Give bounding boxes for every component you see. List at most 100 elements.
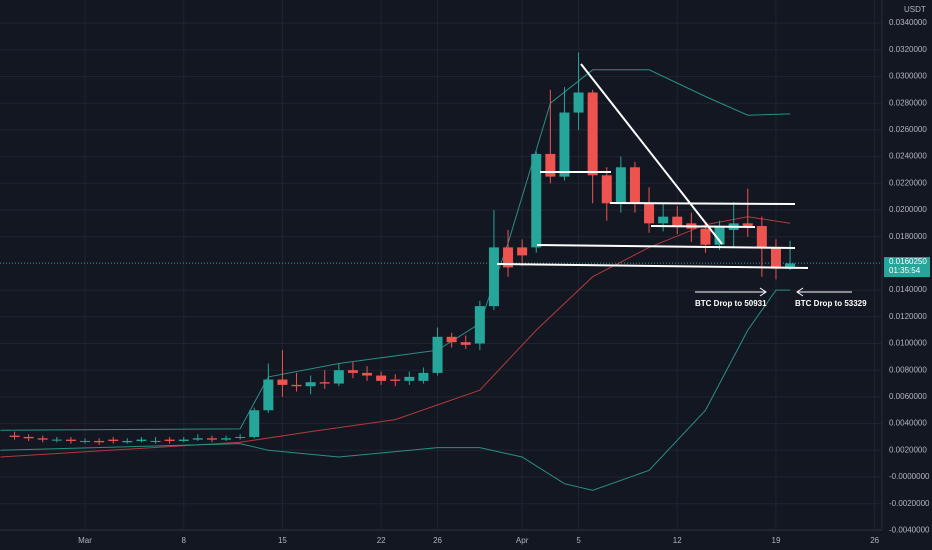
- candle-body: [587, 92, 598, 176]
- indicator-line: [0, 289, 791, 491]
- candle-body: [249, 410, 260, 437]
- candle-body: [291, 384, 302, 387]
- candle-body: [235, 436, 246, 438]
- y-tick-label: 0.0340000: [889, 18, 927, 27]
- candle-body: [488, 247, 499, 307]
- y-tick-label: 0.0140000: [889, 285, 927, 294]
- candle-body: [672, 216, 683, 227]
- candle-body: [178, 439, 189, 441]
- x-tick-label: Apr: [516, 536, 529, 545]
- y-tick-label: 0.0060000: [889, 392, 927, 401]
- candle-body: [517, 247, 528, 256]
- candle-body: [573, 92, 584, 113]
- candle-body: [319, 382, 330, 384]
- candle-body: [503, 247, 514, 268]
- candle-body: [460, 342, 471, 345]
- candle-body: [333, 370, 344, 384]
- axis-labels: 0.0340000 0.0320000 0.0300000 0.0280000 0.02…: [78, 18, 930, 545]
- candle-body: [742, 223, 753, 227]
- candle-body: [23, 436, 34, 439]
- candle-body: [37, 438, 48, 440]
- y-tick-label: 0.0300000: [889, 72, 927, 81]
- candle-body: [559, 112, 570, 177]
- candle-body: [432, 336, 443, 373]
- level-line: [536, 244, 796, 249]
- y-tick-label: 0.0240000: [889, 152, 927, 161]
- candle-body: [347, 370, 358, 373]
- y-tick-label: 0.0040000: [889, 419, 927, 428]
- level-line: [496, 263, 809, 269]
- candle-body: [390, 379, 401, 381]
- x-tick-label: 15: [278, 536, 287, 545]
- candle-body: [474, 306, 485, 344]
- candle-body: [305, 382, 316, 387]
- candle-body: [446, 336, 457, 343]
- candle-body: [122, 440, 133, 443]
- x-tick-label: Mar: [78, 536, 92, 545]
- last-price-label: 0.0160250: [889, 257, 927, 266]
- y-tick-label: -0.0020000: [889, 499, 930, 508]
- x-tick-label: 22: [377, 536, 386, 545]
- candle-body: [192, 438, 203, 440]
- candle-body: [65, 439, 76, 441]
- y-tick-label: 0.0280000: [889, 98, 927, 107]
- candle-body: [150, 440, 161, 442]
- currency: USDT: [904, 5, 926, 14]
- candle-body: [531, 153, 542, 248]
- trend-line: [580, 63, 723, 245]
- x-tick-label: 26: [870, 536, 879, 545]
- candle-body: [756, 226, 767, 248]
- candle-body: [615, 167, 626, 204]
- y-tick-label: 0.0320000: [889, 45, 927, 54]
- candle-body: [263, 379, 274, 411]
- candle-body: [362, 372, 373, 376]
- candle-body: [545, 153, 556, 177]
- y-tick-label: -0.0040000: [889, 526, 930, 535]
- candle-body: [136, 439, 147, 441]
- candle-body: [770, 247, 781, 269]
- x-tick-label: 12: [673, 536, 682, 545]
- candle-body: [9, 435, 20, 437]
- candle-body: [206, 438, 217, 440]
- y-tick-label: 0.0100000: [889, 339, 927, 348]
- candle-body: [658, 216, 669, 224]
- candle-body: [51, 439, 62, 441]
- y-tick-label: 0.0260000: [889, 125, 927, 134]
- candle-body: [418, 372, 429, 381]
- candle-body: [404, 376, 415, 381]
- level-line: [609, 202, 796, 205]
- candle-body: [108, 439, 119, 441]
- last-price-box: [884, 257, 930, 278]
- level-line: [650, 225, 756, 228]
- candle-body: [601, 175, 612, 204]
- candle-body: [277, 379, 288, 385]
- x-tick-label: 8: [182, 536, 187, 545]
- candle-body: [714, 227, 725, 245]
- annotation: BTC Drop to 53329: [795, 299, 867, 308]
- annotation: BTC Drop to 50931: [695, 299, 767, 308]
- candle-body: [94, 440, 105, 443]
- drawings: BTC Drop to 50931 BTC Drop to 53329: [496, 63, 867, 308]
- candle-body: [629, 167, 640, 204]
- y-tick-label: 0.0220000: [889, 178, 927, 187]
- countdown: 01:35:54: [889, 266, 921, 275]
- candle-body: [221, 438, 232, 440]
- candle-body: [164, 439, 175, 441]
- y-tick-label: -0.0000000: [889, 472, 930, 481]
- y-tick-label: 0.0080000: [889, 365, 927, 374]
- y-tick-label: 0.0020000: [889, 445, 927, 454]
- candle-body: [785, 263, 796, 269]
- y-tick-label: 0.0120000: [889, 312, 927, 321]
- x-tick-label: 19: [772, 536, 781, 545]
- candle-body: [644, 203, 655, 224]
- x-tick-label: 5: [576, 536, 581, 545]
- arrow-head: [796, 287, 804, 297]
- candle-body: [376, 375, 387, 381]
- candle-body: [700, 228, 711, 245]
- y-tick-label: 0.0180000: [889, 232, 927, 241]
- candle-body: [80, 440, 91, 442]
- arrow-head: [759, 287, 767, 297]
- y-tick-label: 0.0200000: [889, 205, 927, 214]
